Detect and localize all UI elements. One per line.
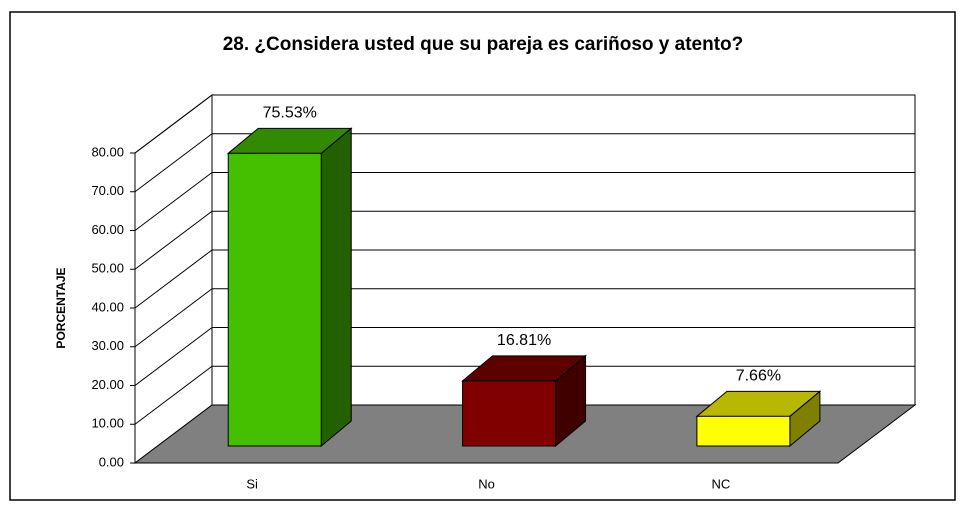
- grid-line: [134, 210, 213, 270]
- grid-line: [134, 365, 213, 425]
- grid-line: [134, 288, 213, 348]
- y-tick-label: 80.00: [91, 144, 124, 159]
- grid-line: [134, 249, 213, 309]
- grid-line: [134, 327, 213, 386]
- bar: [227, 152, 322, 447]
- y-tick-label: 0.00: [99, 454, 124, 469]
- bar: [696, 415, 791, 447]
- grid-line: [134, 94, 213, 154]
- data-label: 16.81%: [497, 332, 551, 349]
- chart-title: 28. ¿Considera usted que su pareja es ca…: [223, 34, 744, 55]
- bar-side: [320, 127, 352, 448]
- y-tick-label: 60.00: [91, 222, 124, 237]
- grid-line: [134, 172, 213, 231]
- grid-line: [134, 133, 213, 193]
- data-label: 75.53%: [263, 105, 317, 122]
- y-tick-label: 40.00: [91, 299, 124, 314]
- y-tick-label: 70.00: [91, 183, 124, 198]
- x-tick-label: NC: [711, 476, 730, 491]
- y-axis-label: PORCENTAJE: [54, 267, 68, 348]
- data-label: 7.66%: [736, 368, 781, 385]
- y-tick-label: 10.00: [91, 416, 124, 431]
- x-tick-label: Si: [246, 476, 258, 491]
- y-tick-label: 30.00: [91, 338, 124, 353]
- y-tick-label: 50.00: [91, 261, 124, 276]
- y-tick-label: 20.00: [91, 377, 124, 392]
- x-tick-label: No: [478, 476, 495, 491]
- bar: [462, 380, 557, 447]
